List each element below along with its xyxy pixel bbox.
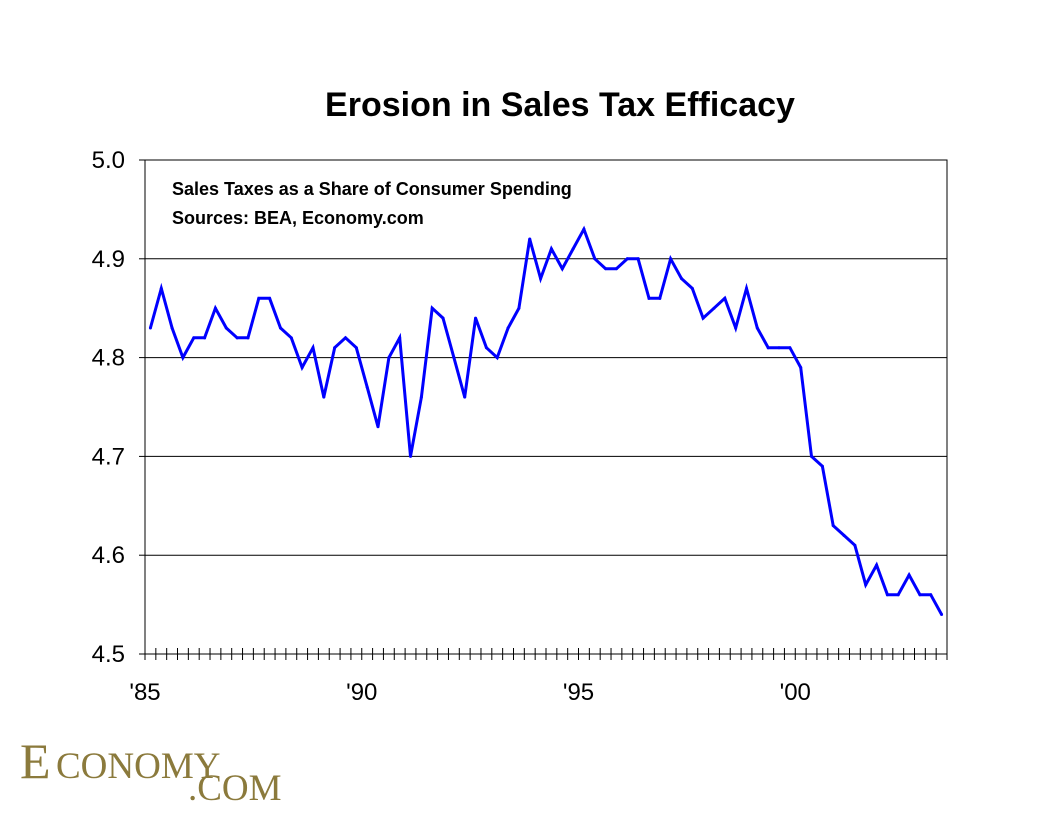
data-point <box>690 286 694 290</box>
data-point <box>636 257 640 261</box>
data-point <box>257 296 261 300</box>
svg-text:E: E <box>20 733 51 789</box>
data-point <box>658 296 662 300</box>
data-point <box>474 316 478 320</box>
data-point <box>875 563 879 567</box>
data-point <box>300 365 304 369</box>
data-point <box>604 267 608 271</box>
data-point <box>701 316 705 320</box>
data-point <box>246 336 250 340</box>
data-point <box>788 346 792 350</box>
data-point <box>365 385 369 389</box>
data-point <box>484 346 488 350</box>
data-point <box>820 464 824 468</box>
y-tick-label: 4.7 <box>92 443 125 470</box>
data-point <box>441 316 445 320</box>
svg-text:CONOMY: CONOMY <box>56 746 220 787</box>
plot-area-frame <box>144 159 948 655</box>
data-point <box>322 395 326 399</box>
data-point <box>398 336 402 340</box>
y-tick-label: 4.6 <box>92 542 125 569</box>
data-point <box>582 227 586 231</box>
data-point <box>723 296 727 300</box>
data-point <box>907 573 911 577</box>
data-point <box>647 296 651 300</box>
series-layer <box>148 225 944 616</box>
data-point <box>430 306 434 310</box>
data-point <box>289 336 293 340</box>
data-point <box>192 336 196 340</box>
data-point <box>409 454 413 458</box>
data-point <box>268 296 272 300</box>
data-point <box>799 365 803 369</box>
data-point <box>712 306 716 310</box>
data-point <box>766 346 770 350</box>
data-point <box>517 306 521 310</box>
data-point <box>669 257 673 261</box>
chart-annotation-subtitle: Sales Taxes as a Share of Consumer Spend… <box>172 179 572 199</box>
data-point <box>148 326 152 330</box>
line-chart: 5.0 4.9 4.8 4.7 4.6 4.5'85 '90 '95 '00 Sales Tax… <box>92 147 948 706</box>
x-tick-label: '95 <box>563 679 594 706</box>
data-point <box>560 267 564 271</box>
data-point <box>745 286 748 290</box>
data-point <box>311 346 315 350</box>
data-point <box>181 356 185 360</box>
x-tick-label: '85 <box>129 679 160 706</box>
x-axis-ticks <box>144 648 948 660</box>
grid-lines <box>145 258 947 556</box>
axes <box>139 159 948 655</box>
data-point <box>452 356 456 360</box>
data-point <box>170 326 174 330</box>
y-tick-label: 4.5 <box>92 641 125 668</box>
data-point <box>831 524 835 528</box>
data-point <box>463 395 467 399</box>
y-tick-label: 4.8 <box>92 345 125 372</box>
data-point <box>495 356 499 360</box>
data-point <box>864 583 868 587</box>
chart-annotation-sources: Sources: BEA, Economy.com <box>172 208 424 228</box>
data-point <box>929 593 933 597</box>
data-point <box>853 543 857 547</box>
data-point <box>539 277 543 281</box>
data-point <box>278 326 282 330</box>
data-point <box>549 247 553 251</box>
data-point <box>614 267 618 271</box>
data-point <box>918 593 922 597</box>
tick-labels: 5.0 4.9 4.8 4.7 4.6 4.5'85 '90 '95 '00 <box>92 147 811 706</box>
data-point <box>885 593 889 597</box>
series-line-sales-tax-share <box>148 225 943 616</box>
data-point <box>506 326 510 330</box>
data-point <box>571 247 575 251</box>
x-tick-label: '90 <box>346 679 377 706</box>
data-point <box>203 336 207 340</box>
data-point <box>940 612 944 616</box>
data-point <box>755 326 759 330</box>
y-tick-label: 4.9 <box>92 246 125 273</box>
chart-title: Erosion in Sales Tax Efficacy <box>325 86 795 124</box>
data-point <box>376 425 380 429</box>
data-point <box>344 336 347 340</box>
svg-text:.COM: .COM <box>188 768 282 804</box>
y-tick-label: 5.0 <box>92 147 125 174</box>
data-point <box>387 356 391 360</box>
x-tick-label: '00 <box>780 679 811 706</box>
data-point <box>777 346 781 350</box>
data-point <box>354 346 358 350</box>
data-point <box>419 395 423 399</box>
economy-com-logo: E CONOMY .COM <box>20 733 282 804</box>
data-point <box>625 257 629 261</box>
data-point <box>235 336 239 340</box>
data-point <box>896 593 900 597</box>
data-point <box>734 326 738 330</box>
data-point <box>333 346 337 350</box>
data-point <box>842 533 846 537</box>
data-point <box>593 257 597 261</box>
data-point <box>159 286 163 290</box>
data-point <box>810 454 814 458</box>
data-point <box>679 277 683 281</box>
data-point <box>213 306 217 310</box>
data-point <box>224 326 228 330</box>
data-point <box>528 237 532 241</box>
